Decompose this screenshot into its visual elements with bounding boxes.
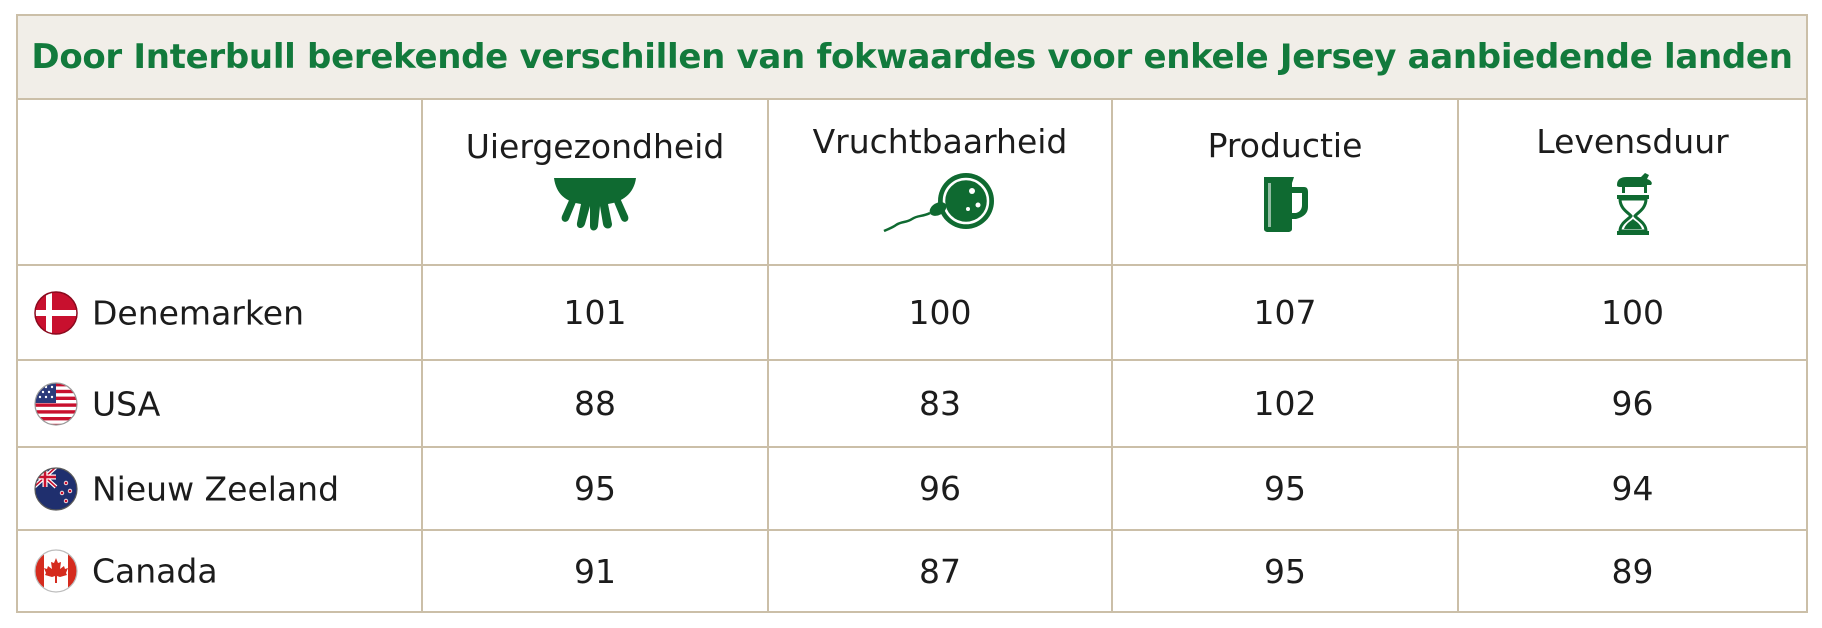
table-container: Door Interbull berekende verschillen van… (15, 14, 1809, 613)
value-cell: 100 (1456, 264, 1809, 361)
empty-header-cell (16, 98, 423, 266)
table-row: Canada 91 87 95 89 (16, 529, 1809, 613)
value-cell: 96 (1456, 359, 1809, 448)
value-cell: 101 (421, 264, 769, 361)
value-cell: 96 (767, 446, 1113, 531)
header-row: Uiergezondheid Vruchtbaarheid Productie (16, 98, 1809, 266)
value-cell: 95 (1111, 529, 1459, 613)
value-cell: 87 (767, 529, 1113, 613)
milk-jug-icon (1264, 176, 1308, 232)
country-cell: Canada (16, 529, 423, 613)
usa-flag-icon (34, 381, 78, 426)
value-cell: 91 (421, 529, 769, 613)
value-cell: 88 (421, 359, 769, 448)
value-cell: 94 (1456, 446, 1809, 531)
column-header-production: Productie (1111, 98, 1459, 266)
value-cell: 100 (767, 264, 1113, 361)
country-cell: Denemarken (16, 264, 423, 361)
table-title: Door Interbull berekende verschillen van… (15, 14, 1809, 100)
column-header-udder-health: Uiergezondheid (421, 98, 769, 266)
value-cell: 95 (421, 446, 769, 531)
canada-flag-icon (34, 549, 78, 593)
column-header-fertility: Vruchtbaarheid (767, 98, 1113, 266)
value-cell: 102 (1111, 359, 1459, 448)
table-row: Nieuw Zeeland 95 96 95 94 (16, 446, 1809, 531)
new-zealand-flag-icon (34, 466, 78, 511)
column-label: Levensduur (1536, 121, 1729, 161)
sperm-egg-icon (883, 172, 994, 232)
table-row: Denemarken 101 100 107 100 (16, 264, 1809, 361)
country-name: Denemarken (92, 293, 305, 332)
country-name: Canada (92, 551, 218, 591)
column-header-longevity: Levensduur (1456, 98, 1809, 266)
column-label: Vruchtbaarheid (812, 121, 1068, 161)
country-name: Nieuw Zeeland (92, 469, 340, 508)
country-cell: USA (16, 359, 423, 448)
country-cell: Nieuw Zeeland (16, 446, 423, 531)
column-label: Productie (1207, 125, 1363, 165)
cow-hourglass-icon (1616, 172, 1652, 235)
value-cell: 95 (1111, 446, 1459, 531)
table-row: USA 88 83 102 96 (16, 359, 1809, 448)
column-label: Uiergezondheid (465, 126, 725, 166)
value-cell: 89 (1456, 529, 1809, 613)
denmark-flag-icon (34, 290, 78, 335)
breeding-values-table: Door Interbull berekende verschillen van… (15, 14, 1809, 613)
udder-icon (554, 177, 636, 230)
country-name: USA (92, 384, 161, 423)
value-cell: 83 (767, 359, 1113, 448)
value-cell: 107 (1111, 264, 1459, 361)
